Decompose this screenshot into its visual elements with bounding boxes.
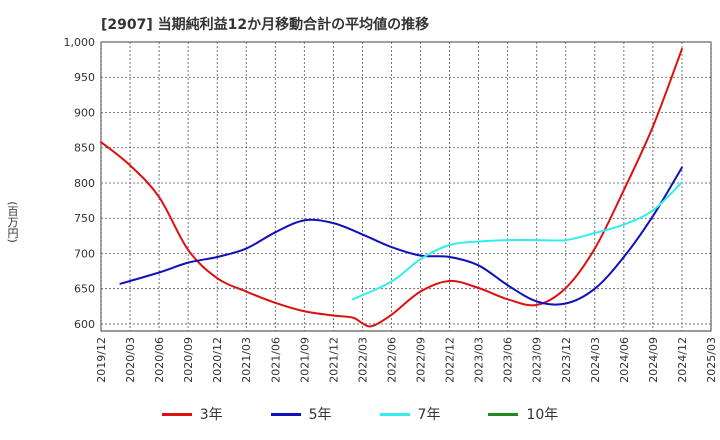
y-tick-label: 850 bbox=[74, 142, 95, 155]
legend-swatch bbox=[488, 412, 519, 416]
y-tick-label: 900 bbox=[74, 106, 95, 119]
y-tick-label: 1,000 bbox=[64, 36, 96, 49]
legend-label: 10年 bbox=[526, 407, 559, 423]
x-tick-label: 2022/12 bbox=[444, 337, 457, 383]
series-layer bbox=[100, 48, 683, 328]
x-tick-label: 2020/09 bbox=[182, 337, 195, 383]
legend-swatch bbox=[270, 412, 301, 416]
y-axis-unit-label: (百万円) bbox=[6, 201, 19, 243]
x-tick-label: 2024/03 bbox=[589, 337, 602, 383]
x-tick-label: 2025/03 bbox=[705, 337, 718, 383]
x-tick-label: 2023/12 bbox=[560, 337, 573, 383]
grid bbox=[100, 41, 712, 332]
legend: 3年 5年 7年 10年 bbox=[0, 404, 720, 424]
x-tick-label: 2020/03 bbox=[124, 337, 137, 383]
x-tick-label: 2021/03 bbox=[240, 337, 253, 383]
legend-swatch bbox=[379, 412, 410, 416]
legend-label: 5年 bbox=[308, 407, 332, 423]
x-tick-label: 2021/12 bbox=[327, 337, 340, 383]
legend-item: 5年 bbox=[270, 404, 332, 424]
series-line-2 bbox=[119, 166, 683, 306]
x-axis: 2019/12 2020/03 2020/06 2020/09 2020/12 2021/… bbox=[95, 337, 718, 383]
x-tick-label: 2024/06 bbox=[618, 337, 631, 383]
x-tick-label: 2023/03 bbox=[473, 337, 486, 383]
legend-label: 7年 bbox=[417, 407, 441, 423]
y-tick-label: 950 bbox=[74, 71, 95, 84]
x-tick-label: 2022/03 bbox=[356, 337, 369, 383]
plot-frame bbox=[100, 41, 712, 332]
legend-item: 3年 bbox=[161, 404, 223, 424]
y-axis: 600 650 700 750 800 850 900 950 1,000 bbox=[64, 36, 96, 331]
x-tick-label: 2019/12 bbox=[95, 337, 108, 383]
legend-item: 10年 bbox=[488, 404, 558, 424]
legend-label: 3年 bbox=[199, 407, 223, 423]
chart-title: [2907] 当期純利益12か月移動合計の平均値の推移 bbox=[101, 17, 430, 33]
x-tick-label: 2023/09 bbox=[531, 337, 544, 383]
x-tick-label: 2022/06 bbox=[385, 337, 398, 383]
x-tick-label: 2021/09 bbox=[298, 337, 311, 383]
series-line-1 bbox=[100, 48, 683, 328]
legend-swatch bbox=[161, 412, 192, 416]
y-tick-label: 600 bbox=[74, 318, 95, 331]
y-tick-label: 800 bbox=[74, 177, 95, 190]
x-tick-label: 2020/12 bbox=[211, 337, 224, 383]
y-tick-label: 700 bbox=[74, 247, 95, 260]
series-line-3 bbox=[351, 181, 683, 301]
x-tick-label: 2020/06 bbox=[153, 337, 166, 383]
y-tick-label: 650 bbox=[74, 283, 95, 296]
x-tick-label: 2021/06 bbox=[269, 337, 282, 383]
x-tick-label: 2023/06 bbox=[502, 337, 515, 383]
x-tick-label: 2022/09 bbox=[415, 337, 428, 383]
x-tick-label: 2024/09 bbox=[647, 337, 660, 383]
y-tick-label: 750 bbox=[74, 212, 95, 225]
x-tick-label: 2024/12 bbox=[676, 337, 689, 383]
legend-item: 7年 bbox=[379, 404, 441, 424]
